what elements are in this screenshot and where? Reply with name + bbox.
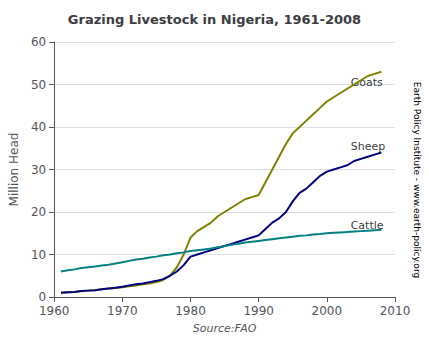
svg-text:10: 10 (31, 248, 46, 262)
svg-text:2010: 2010 (380, 304, 411, 318)
svg-text:2000: 2000 (312, 304, 343, 318)
svg-text:Earth Policy Institute - www.e: Earth Policy Institute - www.earth-polic… (412, 82, 422, 278)
svg-text:0: 0 (39, 290, 47, 304)
svg-text:Goats: Goats (351, 76, 383, 89)
svg-text:60: 60 (31, 35, 46, 49)
svg-text:1970: 1970 (107, 304, 138, 318)
svg-text:Million Head: Million Head (7, 133, 21, 207)
svg-text:1980: 1980 (175, 304, 206, 318)
svg-text:40: 40 (31, 120, 46, 134)
svg-text:20: 20 (31, 205, 46, 219)
svg-text:50: 50 (31, 78, 46, 92)
svg-text:Source:FAO: Source:FAO (193, 322, 257, 335)
svg-text:1990: 1990 (243, 304, 274, 318)
svg-text:Cattle: Cattle (350, 219, 384, 233)
svg-text:30: 30 (31, 163, 46, 177)
svg-text:1960: 1960 (39, 304, 70, 318)
svg-text:Sheep: Sheep (351, 140, 385, 153)
svg-text:Grazing Livestock in Nigeria,: Grazing Livestock in Nigeria, 1961-2008 (68, 12, 361, 27)
